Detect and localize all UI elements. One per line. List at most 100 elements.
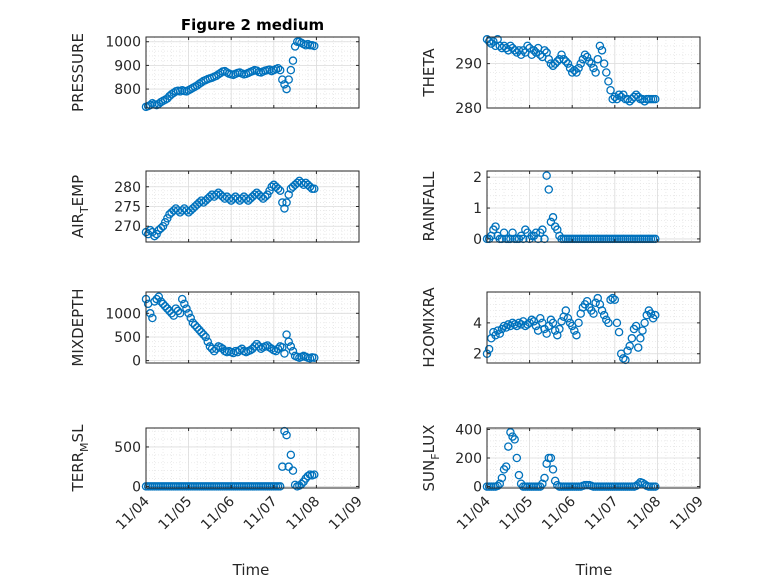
data-point xyxy=(518,234,528,244)
data-point xyxy=(214,70,223,79)
data-point xyxy=(597,306,607,315)
data-point xyxy=(536,313,545,323)
data-point xyxy=(173,306,183,316)
data-point xyxy=(593,54,603,64)
data-point xyxy=(282,430,291,440)
axes-box xyxy=(145,36,360,109)
data-point xyxy=(310,353,319,363)
y-axis-label: PRESSURE xyxy=(69,33,87,112)
data-point xyxy=(516,50,526,60)
data-point xyxy=(633,343,643,352)
data-point xyxy=(576,59,585,68)
y-tick-label: 800 xyxy=(114,82,141,98)
data-point xyxy=(597,46,607,55)
data-point xyxy=(540,46,549,55)
panel-h2omixra: 2 4 H2OMIXRA xyxy=(420,287,701,368)
data-point xyxy=(631,321,641,331)
data-point xyxy=(188,318,198,328)
data-point xyxy=(171,304,181,313)
data-point xyxy=(495,329,505,338)
data-point xyxy=(256,344,266,354)
data-point xyxy=(199,330,208,339)
data-point xyxy=(280,349,289,358)
axes-box xyxy=(145,291,360,364)
data-point xyxy=(625,97,634,106)
data-point xyxy=(192,323,202,332)
data-point xyxy=(267,344,276,354)
data-point xyxy=(651,482,660,491)
y-tick-label: 280 xyxy=(114,180,141,196)
y-tick-label: 1000 xyxy=(105,35,141,51)
data-point xyxy=(495,479,505,488)
data-point xyxy=(591,68,600,77)
data-point xyxy=(638,94,647,104)
data-point xyxy=(484,37,494,46)
data-point xyxy=(563,59,573,68)
data-point xyxy=(604,77,613,86)
data-point xyxy=(194,325,204,335)
x-axis-label-right: Time xyxy=(575,561,613,579)
data-point xyxy=(638,326,647,335)
y-tick-label: 280 xyxy=(455,101,482,117)
y-tick-label: 275 xyxy=(114,200,141,216)
data-point xyxy=(608,94,617,104)
data-point xyxy=(542,171,551,180)
data-point xyxy=(512,453,522,463)
y-tick-label: 0 xyxy=(473,232,482,248)
data-point xyxy=(150,231,159,241)
data-point xyxy=(612,94,622,104)
data-point xyxy=(527,50,536,60)
y-axis-label: MIXDEPTH xyxy=(69,288,87,366)
data-point xyxy=(548,465,558,474)
y-tick-label: 290 xyxy=(455,57,482,73)
axes-box xyxy=(486,36,701,109)
data-point xyxy=(282,84,291,94)
data-point xyxy=(561,57,571,66)
data-point xyxy=(550,326,560,335)
data-point xyxy=(531,48,541,57)
data-point xyxy=(651,310,660,320)
data-point xyxy=(506,428,515,437)
panel-pressure: 800 900 1000 PRESSURE Figure 2 medium xyxy=(69,16,360,112)
data-point xyxy=(548,213,558,222)
data-point xyxy=(310,41,319,51)
y-tick-label: 900 xyxy=(114,58,141,74)
data-point xyxy=(570,326,579,335)
data-point xyxy=(197,78,206,87)
data-point xyxy=(563,313,573,323)
y-tick-label: 2 xyxy=(473,347,482,363)
data-point xyxy=(286,450,296,460)
data-point xyxy=(252,66,262,75)
data-point xyxy=(546,217,556,227)
data-point xyxy=(567,68,577,77)
data-point xyxy=(212,344,221,354)
data-point xyxy=(194,79,204,89)
data-point xyxy=(631,90,641,99)
y-axis-label: TERRMSL xyxy=(69,424,91,493)
data-point xyxy=(542,329,551,338)
data-point xyxy=(180,299,189,309)
data-point xyxy=(510,46,519,55)
data-point xyxy=(599,59,609,68)
data-point xyxy=(572,68,581,77)
data-point xyxy=(589,63,598,73)
data-point xyxy=(265,343,274,352)
data-point xyxy=(275,186,285,195)
data-point xyxy=(484,344,494,354)
data-point xyxy=(546,453,556,463)
data-point xyxy=(561,306,571,315)
y-axis-label: AIRTEMP xyxy=(69,175,91,238)
data-point xyxy=(288,56,298,65)
data-point xyxy=(305,182,315,192)
data-point xyxy=(559,54,568,64)
data-point xyxy=(589,309,598,318)
y-axis-label: THETA xyxy=(420,48,438,98)
data-point xyxy=(557,50,566,60)
data-point xyxy=(510,435,519,444)
data-point xyxy=(156,297,166,306)
data-point xyxy=(623,346,632,355)
data-point xyxy=(574,318,583,328)
data-point xyxy=(599,310,609,320)
data-point xyxy=(288,466,298,475)
data-point xyxy=(280,80,289,89)
